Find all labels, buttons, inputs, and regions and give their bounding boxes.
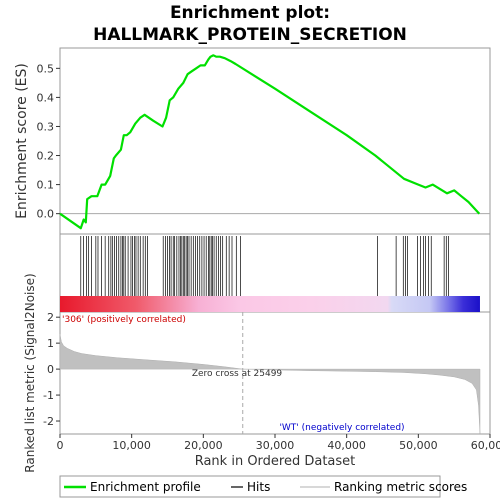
metric-y-tick-label: 2	[47, 311, 54, 324]
enrichment-profile-line	[59, 54, 481, 230]
metric-y-tick-label: -2	[43, 415, 54, 428]
metric-y-tick-label: -1	[43, 389, 54, 402]
es-y-tick-label: 0.0	[37, 208, 55, 221]
x-axis-label: Rank in Ordered Dataset	[195, 454, 356, 469]
x-tick-label: 0	[57, 439, 64, 452]
es-axis-label: Enrichment score (ES)	[14, 63, 30, 219]
x-tick-label: 20,000	[184, 439, 223, 452]
legend-label: Hits	[247, 480, 270, 494]
es-y-tick-label: 0.2	[37, 150, 55, 163]
hit-markers	[80, 236, 449, 296]
legend-label: Enrichment profile	[90, 480, 201, 494]
es-y-tick-label: 0.3	[37, 120, 55, 133]
metric-y-ticks: -2 -1 0 1 2	[43, 311, 60, 428]
legend: Enrichment profile Hits Ranking metric sco…	[64, 480, 467, 494]
es-y-tick-label: 0.1	[37, 179, 55, 192]
x-tick-label: 40,000	[327, 439, 366, 452]
chart-title-line1: Enrichment plot:	[170, 3, 330, 23]
x-tick-label: 60,000	[471, 439, 500, 452]
ranked-list-color-bar	[60, 296, 480, 312]
metric-y-tick-label: 0	[47, 363, 54, 376]
es-panel-frame	[59, 47, 491, 235]
positive-correlation-label: '306' (positively correlated)	[62, 315, 186, 325]
es-y-tick-label: 0.4	[37, 91, 55, 104]
metric-axis-label: Ranked list metric (Signal2Noise)	[23, 273, 37, 472]
x-tick-label: 10,000	[112, 439, 151, 452]
negative-correlation-label: 'WT' (negatively correlated)	[279, 423, 404, 433]
x-axis-ticks: 0 10,000 20,000 30,000 40,000 50,000 60,000	[57, 434, 500, 452]
es-y-tick-label: 0.5	[37, 62, 55, 75]
legend-box	[59, 475, 441, 498]
chart-title-line2: HALLMARK_PROTEIN_SECRETION	[93, 25, 407, 45]
legend-label: Ranking metric scores	[334, 480, 467, 494]
ranking-metric-area	[59, 334, 481, 435]
metric-y-tick-label: 1	[47, 337, 54, 350]
x-tick-label: 50,000	[399, 439, 438, 452]
x-tick-label: 30,000	[256, 439, 295, 452]
es-y-ticks: 0.0 0.1 0.2 0.3 0.4 0.5	[37, 62, 60, 221]
zero-cross-label: Zero cross at 25499	[192, 369, 283, 379]
